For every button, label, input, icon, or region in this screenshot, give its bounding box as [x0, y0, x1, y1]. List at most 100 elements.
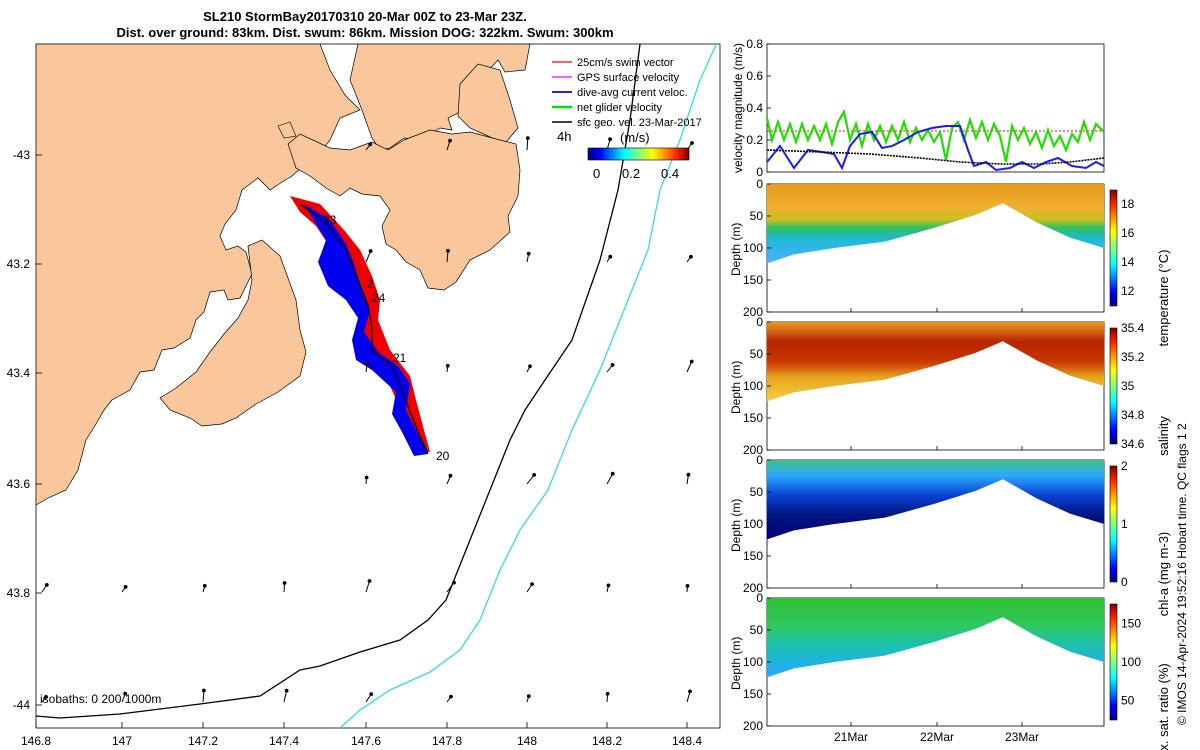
- geo-velocity-arrowhead: [689, 359, 694, 364]
- legend-item-swim-vector: 25cm/s swim vector: [552, 57, 674, 69]
- depth-section-field: [767, 460, 1104, 540]
- colorbar-tick: 14: [1121, 255, 1135, 269]
- land-tasman-peninsula: [287, 129, 521, 291]
- geo-velocity-arrowhead: [123, 691, 128, 696]
- day-label-23: 23: [323, 213, 337, 227]
- geo-velocity-arrowhead: [446, 248, 450, 253]
- depth-tick: 50: [750, 623, 764, 637]
- geo-velocity-arrow: [686, 361, 693, 373]
- depth-tick: 200: [743, 305, 763, 319]
- geo-velocity-arrowhead: [282, 581, 287, 585]
- velocity-y-tick: 0.6: [746, 69, 763, 83]
- velocity-ylabel: velocity magnitude (m/s): [731, 43, 745, 173]
- colorbar-label: Ox. sat. ratio (%): [1156, 663, 1171, 750]
- geo-velocity-arrowhead: [364, 475, 369, 480]
- depth-tick: 100: [743, 517, 763, 531]
- geo-velocity-arrowhead: [445, 363, 450, 368]
- legend-item-dive-avg-current: dive-avg current veloc.: [552, 87, 688, 99]
- legend-item-gps-velocity: GPS surface velocity: [552, 72, 680, 84]
- colorbar-tick: 35.2: [1121, 350, 1145, 364]
- map-y-tick: 43.2: [7, 257, 31, 271]
- legend-4h-label: 4h: [557, 129, 571, 144]
- geo-velocity-arrowhead: [685, 584, 690, 588]
- colorbar-tick: 18: [1121, 197, 1135, 211]
- day-label-21: 21: [393, 351, 407, 365]
- depth-tick: 200: [743, 443, 763, 457]
- depth-section-field: [767, 598, 1104, 678]
- geo-velocity-arrowhead: [608, 254, 613, 259]
- colorbar-label: salinity: [1156, 416, 1171, 456]
- geo-velocity-arrowhead: [610, 471, 615, 476]
- sfc-geo-velocity-series: [766, 149, 1105, 165]
- svg-text:25cm/s swim vector: 25cm/s swim vector: [577, 57, 674, 69]
- geo-velocity-arrowhead: [44, 695, 48, 699]
- depth-tick: 150: [743, 549, 763, 563]
- depth-tick: 200: [743, 581, 763, 595]
- legend-item-sfc-geo-vel: sfc geo. vel. 23-Mar-2017: [552, 117, 702, 129]
- geo-velocity-arrowhead: [367, 579, 372, 583]
- depth-tick: 0: [756, 591, 763, 605]
- geo-velocity-arrow: [526, 138, 529, 151]
- map-x-tick: 148: [517, 734, 537, 748]
- isobath-200m: [36, 44, 641, 719]
- geo-velocity-arrowhead: [525, 136, 530, 141]
- colorbar-label: chl-a (mg m-3): [1156, 532, 1171, 617]
- geo-velocity-arrowhead: [369, 692, 374, 696]
- depth-panel-0: 0 50 100 150 200 Depth (m) 18 16 14 12 temperature…: [729, 177, 1171, 346]
- isobaths-label: isobaths: 0 200 1000m: [40, 692, 161, 706]
- map-x-tick: 147: [112, 734, 132, 748]
- colorbar-unit: (m/s): [620, 130, 650, 145]
- depth-panel-2: 0 50 100 150 200 Depth (m) 2 1 0 chl-a (mg m-3): [729, 453, 1171, 616]
- geo-velocity-arrowhead: [452, 580, 456, 585]
- depth-tick: 100: [743, 379, 763, 393]
- svg-text:net glider velocity: net glider velocity: [577, 102, 662, 114]
- land-bruny-island: [159, 239, 307, 427]
- map-y-tick: 43.6: [7, 477, 31, 491]
- map-y-tick: 43.4: [7, 366, 31, 380]
- colorbar-tick-0: 0: [593, 166, 600, 181]
- depth-colorbar: [1109, 327, 1118, 445]
- geo-velocity-arrowhead: [123, 585, 128, 589]
- chart-subtitle: Dist. over ground: 83km. Dist. swum: 86k…: [116, 25, 614, 40]
- colorbar-tick: 0: [1121, 575, 1128, 589]
- land-islet: [277, 121, 297, 139]
- geo-velocity-arrowhead: [528, 364, 532, 369]
- depth-tick: 50: [750, 347, 764, 361]
- colorbar-tick: 12: [1121, 284, 1135, 298]
- depth-tick: 0: [756, 453, 763, 467]
- map-x-axis: 146.8 147 147.2 147.4 147.6 147.8 148 148.2 148.…: [21, 722, 702, 748]
- velocity-y-tick: 0: [756, 165, 763, 179]
- geo-velocity-arrowhead: [605, 691, 610, 696]
- colorbar-tick: 35.4: [1121, 321, 1145, 335]
- day-label-20: 20: [436, 449, 450, 463]
- geo-velocity-arrowhead: [202, 688, 206, 693]
- geo-velocity-arrow: [606, 473, 614, 485]
- depth-tick: 0: [756, 315, 763, 329]
- depth-tick: 150: [743, 411, 763, 425]
- net-glider-velocity-series: [765, 109, 1105, 163]
- geo-velocity-arrowhead: [530, 582, 534, 586]
- map-y-tick: 43.8: [7, 586, 31, 600]
- geo-velocity-arrowhead: [688, 689, 692, 694]
- geo-velocity-arrow: [365, 580, 370, 593]
- geo-velocity-arrow: [526, 474, 535, 485]
- geo-velocity-arrow: [202, 690, 205, 703]
- geo-velocity-arrowhead: [690, 141, 694, 145]
- day-label-2: 2: [367, 277, 374, 291]
- depth-tick: 150: [743, 687, 763, 701]
- map-x-tick: 148.4: [672, 734, 702, 748]
- geo-velocity-arrowhead: [606, 583, 611, 588]
- velocity-panel: 0 0.2 0.4 0.6 0.8 velocity magnitude (m/s): [731, 37, 1105, 179]
- velocity-y-tick: 0.2: [746, 133, 763, 147]
- colorbar-tick: 34.6: [1121, 437, 1145, 451]
- colorbar-tick-0.2: 0.2: [622, 166, 640, 181]
- map-y-tick: -43: [13, 148, 31, 162]
- depth-ylabel: Depth (m): [729, 499, 743, 552]
- geo-velocity-arrowhead: [284, 688, 289, 693]
- glider-track-line: [299, 203, 429, 455]
- colorbar-tick: 150: [1121, 617, 1141, 631]
- isobath-1000m: [339, 44, 718, 728]
- geo-velocity-arrowhead: [526, 694, 531, 698]
- map-y-tick: -44: [13, 698, 31, 712]
- surface-geostrophic-velocity-arrows: [41, 136, 694, 703]
